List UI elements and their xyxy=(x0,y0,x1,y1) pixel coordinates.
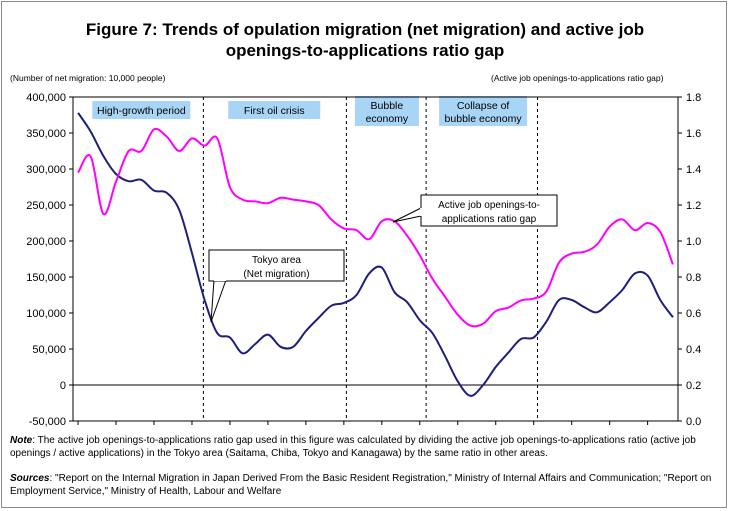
right-axis-tick-label: 0.8 xyxy=(686,272,701,284)
right-axis-tick-label: 1.8 xyxy=(686,92,701,104)
sources-label: Sources xyxy=(10,473,50,484)
left-axis-tick-label: 0 xyxy=(60,380,66,392)
line-chart: High-growth period First oil crisis Bubble… xyxy=(26,92,701,430)
x-axis-tick-label: 1978 xyxy=(256,429,280,430)
x-axis-tick-label: 1987 xyxy=(370,429,394,430)
right-axis-tick-label: 1.2 xyxy=(686,200,701,212)
period-label-box xyxy=(354,96,419,126)
period-label: Bubble economy xyxy=(366,100,409,125)
right-axis-unit-label: (Active job openings-to-applications rat… xyxy=(491,73,664,83)
figure-title-line2: openings-to-applications ratio gap xyxy=(225,41,505,60)
x-axis-tick-label: 1990 xyxy=(408,429,432,430)
x-axis-tick-label: 1981 xyxy=(294,429,318,430)
left-axis-unit-label: (Number of net migration: 10,000 people) xyxy=(10,73,166,83)
x-axis-tick-label: 2008 xyxy=(635,429,659,430)
migration-callout-text: Tokyo area (Net migration) xyxy=(243,255,309,280)
x-axis-tick-label: 1969 xyxy=(142,429,166,430)
right-axis-tick-label: 0.4 xyxy=(686,344,701,356)
x-axis-tick-label: 1996 xyxy=(483,429,507,430)
left-axis-tick-label: 50,000 xyxy=(32,344,66,356)
x-axis-tick-label: 1972 xyxy=(180,429,204,430)
period-label: First oil crisis xyxy=(244,105,305,117)
migration-callout-pointer xyxy=(210,279,227,323)
left-axis-tick-label: 150,000 xyxy=(26,272,66,284)
chart-sources: Sources: "Report on the Internal Migrati… xyxy=(10,472,720,498)
figure-title-line1: Figure 7: Trends of opulation migration … xyxy=(85,20,645,39)
right-axis-tick-label: 1.6 xyxy=(686,128,701,140)
ratio-gap-callout-pointer xyxy=(392,207,422,223)
migration-callout-box xyxy=(208,249,345,282)
ratio-gap-series-line xyxy=(77,127,674,328)
left-axis-tick-label: 300,000 xyxy=(26,164,66,176)
period-label-box xyxy=(228,101,321,119)
x-axis-tick-label: 1999 xyxy=(521,429,545,430)
period-label: High-growth period xyxy=(97,105,186,117)
sources-text: : "Report on the Internal Migration in J… xyxy=(10,473,712,497)
left-axis-tick-label: 200,000 xyxy=(26,236,66,248)
right-axis-tick-label: 0.6 xyxy=(686,308,701,320)
net-migration-series-line xyxy=(77,112,674,397)
period-label-box xyxy=(92,101,191,119)
x-axis-tick-label: 2002 xyxy=(559,429,583,430)
right-axis-tick-label: 0.2 xyxy=(686,380,701,392)
right-axis-tick-label: 0.0 xyxy=(686,416,701,428)
left-axis-tick-label: 250,000 xyxy=(26,200,66,212)
x-axis-tick-label: 1966 xyxy=(104,429,128,430)
x-axis-tick-label: 1993 xyxy=(446,429,470,430)
period-label-box xyxy=(439,96,528,126)
note-label: Note xyxy=(10,435,33,446)
left-axis-tick-label: 100,000 xyxy=(26,308,66,320)
x-axis-tick-label: 1975 xyxy=(218,429,242,430)
x-axis-tick-label: 1963 xyxy=(66,429,90,430)
x-axis-tick-label: 1984 xyxy=(332,429,356,430)
left-axis-tick-label: 350,000 xyxy=(26,128,66,140)
ratio-gap-callout-text: Active job openings-to-applications rati… xyxy=(438,200,540,225)
chart-note: Note: The active job openings-to-applica… xyxy=(10,434,720,460)
left-axis-tick-label: -50,000 xyxy=(29,416,66,428)
left-axis-tick-label: 400,000 xyxy=(26,92,66,104)
right-axis-tick-label: 1.4 xyxy=(686,164,701,176)
period-label: Collapse of bubble economy xyxy=(445,100,523,125)
plot-area-border xyxy=(72,96,679,422)
note-text: : The active job openings-to-application… xyxy=(10,435,696,459)
right-axis-tick-label: 1.0 xyxy=(686,236,701,248)
x-axis-tick-label: 2005 xyxy=(597,429,621,430)
